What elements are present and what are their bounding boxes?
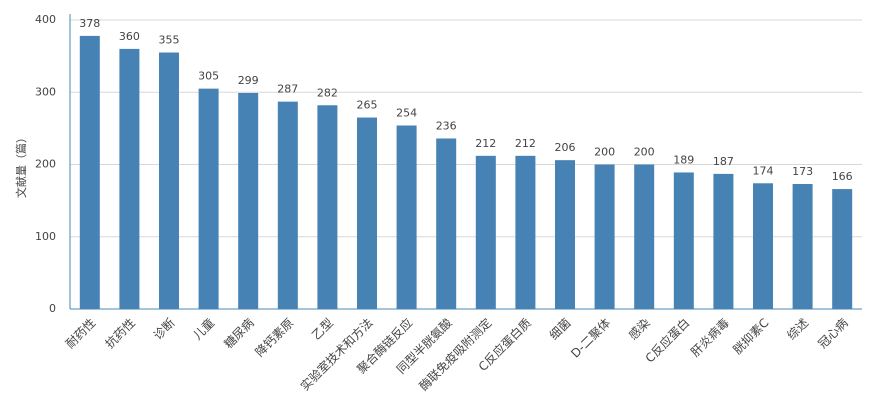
bar bbox=[396, 125, 417, 309]
y-tick-label: 400 bbox=[35, 13, 56, 26]
y-tick-label: 0 bbox=[49, 302, 56, 315]
x-tick-label: 酶联免疫吸附测定 bbox=[416, 315, 494, 393]
x-tick-label: 耐药性 bbox=[63, 316, 98, 351]
bar bbox=[832, 189, 853, 309]
value-label: 174 bbox=[753, 164, 774, 177]
y-tick-label: 200 bbox=[35, 158, 56, 171]
x-tick-label: 细菌 bbox=[547, 316, 574, 343]
x-tick-label: 综述 bbox=[784, 316, 811, 343]
x-tick-label: 肝炎病毒 bbox=[687, 315, 732, 360]
bar bbox=[79, 35, 100, 310]
bar bbox=[515, 155, 536, 309]
y-axis-label: 文献量（篇） bbox=[14, 132, 28, 198]
x-tick-label: 乙型 bbox=[309, 316, 336, 343]
bar bbox=[555, 160, 575, 309]
x-tick-label: 实验室技术和方法 bbox=[297, 315, 375, 393]
value-label: 282 bbox=[317, 86, 338, 99]
bar bbox=[119, 48, 140, 310]
x-tick-label: 胱抑素C bbox=[730, 315, 772, 357]
value-label: 299 bbox=[238, 74, 259, 87]
bar bbox=[634, 164, 655, 309]
value-label: 212 bbox=[515, 137, 536, 150]
x-tick-label: 冠心病 bbox=[815, 315, 851, 351]
x-tick-label: 诊断 bbox=[150, 315, 178, 343]
bar bbox=[792, 184, 813, 309]
bar bbox=[594, 164, 615, 309]
value-label: 189 bbox=[673, 153, 694, 166]
x-tick-label: 抗药性 bbox=[102, 315, 138, 351]
bar bbox=[713, 173, 734, 309]
value-label: 265 bbox=[357, 99, 378, 112]
value-label: 212 bbox=[475, 137, 496, 150]
value-label: 200 bbox=[594, 146, 615, 159]
bar bbox=[436, 138, 457, 309]
value-label: 187 bbox=[713, 155, 734, 168]
value-label: 378 bbox=[79, 17, 100, 30]
value-label: 236 bbox=[436, 119, 457, 132]
y-tick-label: 100 bbox=[35, 230, 56, 243]
bar bbox=[475, 155, 496, 309]
bar bbox=[159, 52, 179, 309]
bar bbox=[357, 117, 377, 309]
value-label: 200 bbox=[634, 146, 655, 159]
x-tick-label: 降钙素原 bbox=[253, 316, 297, 360]
value-label: 360 bbox=[119, 30, 140, 43]
value-label: 173 bbox=[792, 165, 813, 178]
x-tick-label: 儿童 bbox=[190, 315, 218, 343]
y-tick-label: 300 bbox=[35, 85, 56, 98]
bar bbox=[277, 101, 298, 309]
value-label: 305 bbox=[198, 70, 219, 83]
value-label: 206 bbox=[555, 141, 576, 154]
value-label: 287 bbox=[277, 83, 298, 96]
bar bbox=[753, 183, 773, 309]
value-label: 355 bbox=[159, 34, 180, 47]
bar bbox=[198, 88, 219, 309]
value-label: 254 bbox=[396, 106, 417, 119]
x-tick-label: 感染 bbox=[625, 315, 653, 343]
value-label: 166 bbox=[832, 170, 853, 183]
x-tick-label: 糖尿病 bbox=[221, 315, 257, 351]
bar bbox=[238, 92, 259, 309]
x-tick-label: D-二聚体 bbox=[568, 316, 613, 361]
bar bbox=[317, 105, 338, 309]
bar bbox=[673, 172, 694, 309]
